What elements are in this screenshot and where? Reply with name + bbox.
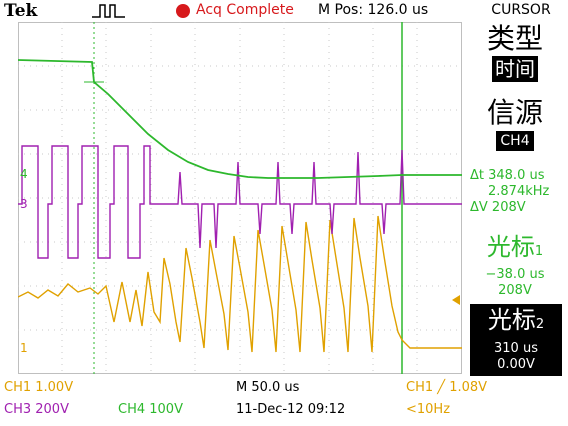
- ch4-waveform: [18, 59, 462, 179]
- timebase: M 50.0 us: [236, 380, 300, 395]
- cursor-1-index: 1: [534, 244, 544, 259]
- cursor-2-panel[interactable]: 光标2 310 us 0.00V: [470, 304, 562, 376]
- brand-logo: Tek: [4, 1, 38, 21]
- ch1-scale: CH1 1.00V: [4, 380, 74, 395]
- menu-source[interactable]: 信源 CH4: [467, 96, 563, 151]
- inv-delta-t-readout: 2.874kHz: [488, 184, 550, 199]
- ch4-scale: CH4 100V: [118, 402, 183, 417]
- source-value[interactable]: CH4: [496, 131, 534, 151]
- menu-type[interactable]: 类型 时间: [467, 22, 563, 82]
- source-label: 信源: [486, 96, 543, 129]
- pulse-icon: [92, 4, 125, 18]
- status-bar: Tek Acq Complete M Pos: 126.0 us CURSOR: [0, 0, 568, 32]
- ch3-waveform: [18, 145, 462, 259]
- ch1-marker: 1: [20, 341, 28, 355]
- cursor-2-volt: 0.00V: [497, 357, 535, 372]
- cursor-1-volt: 208V: [498, 283, 532, 298]
- ch3-marker: 3: [20, 197, 28, 211]
- cursor-1-panel[interactable]: 光标1 −38.0 us 208V: [467, 232, 563, 299]
- cursor-2-time: 310 us: [494, 341, 538, 356]
- acquisition-indicator-icon: [176, 4, 190, 18]
- waveform-display[interactable]: 4 3 1: [18, 22, 462, 374]
- channel-markers: 4 3 1: [20, 167, 28, 355]
- main-position: M Pos: 126.0 us: [318, 2, 429, 18]
- menu-title: CURSOR: [491, 2, 551, 18]
- ch4-marker: 4: [20, 167, 28, 181]
- cursor-2-index: 2: [535, 317, 545, 332]
- trigger-frequency: <10Hz: [406, 402, 451, 417]
- acquisition-status: Acq Complete: [196, 2, 294, 18]
- cursor-readouts: Δt 348.0 us 2.874kHz ΔV 208V: [470, 168, 564, 216]
- date-time: 11-Dec-12 09:12: [236, 402, 346, 417]
- ch1-waveform: [18, 215, 462, 353]
- delta-t-readout: Δt 348.0 us: [470, 168, 545, 183]
- cursor-1-time: −38.0 us: [485, 267, 545, 282]
- type-value[interactable]: 时间: [492, 56, 538, 82]
- cursor-2-label: 光标: [487, 306, 536, 334]
- cursor-1-label: 光标: [486, 233, 535, 261]
- ch3-scale: CH3 200V: [4, 402, 69, 417]
- delta-v-readout: ΔV 208V: [470, 200, 526, 215]
- type-label: 类型: [486, 22, 543, 55]
- trigger-level-icon: [452, 295, 460, 305]
- trigger-readout: CH1 ╱ 1.08V: [406, 380, 488, 395]
